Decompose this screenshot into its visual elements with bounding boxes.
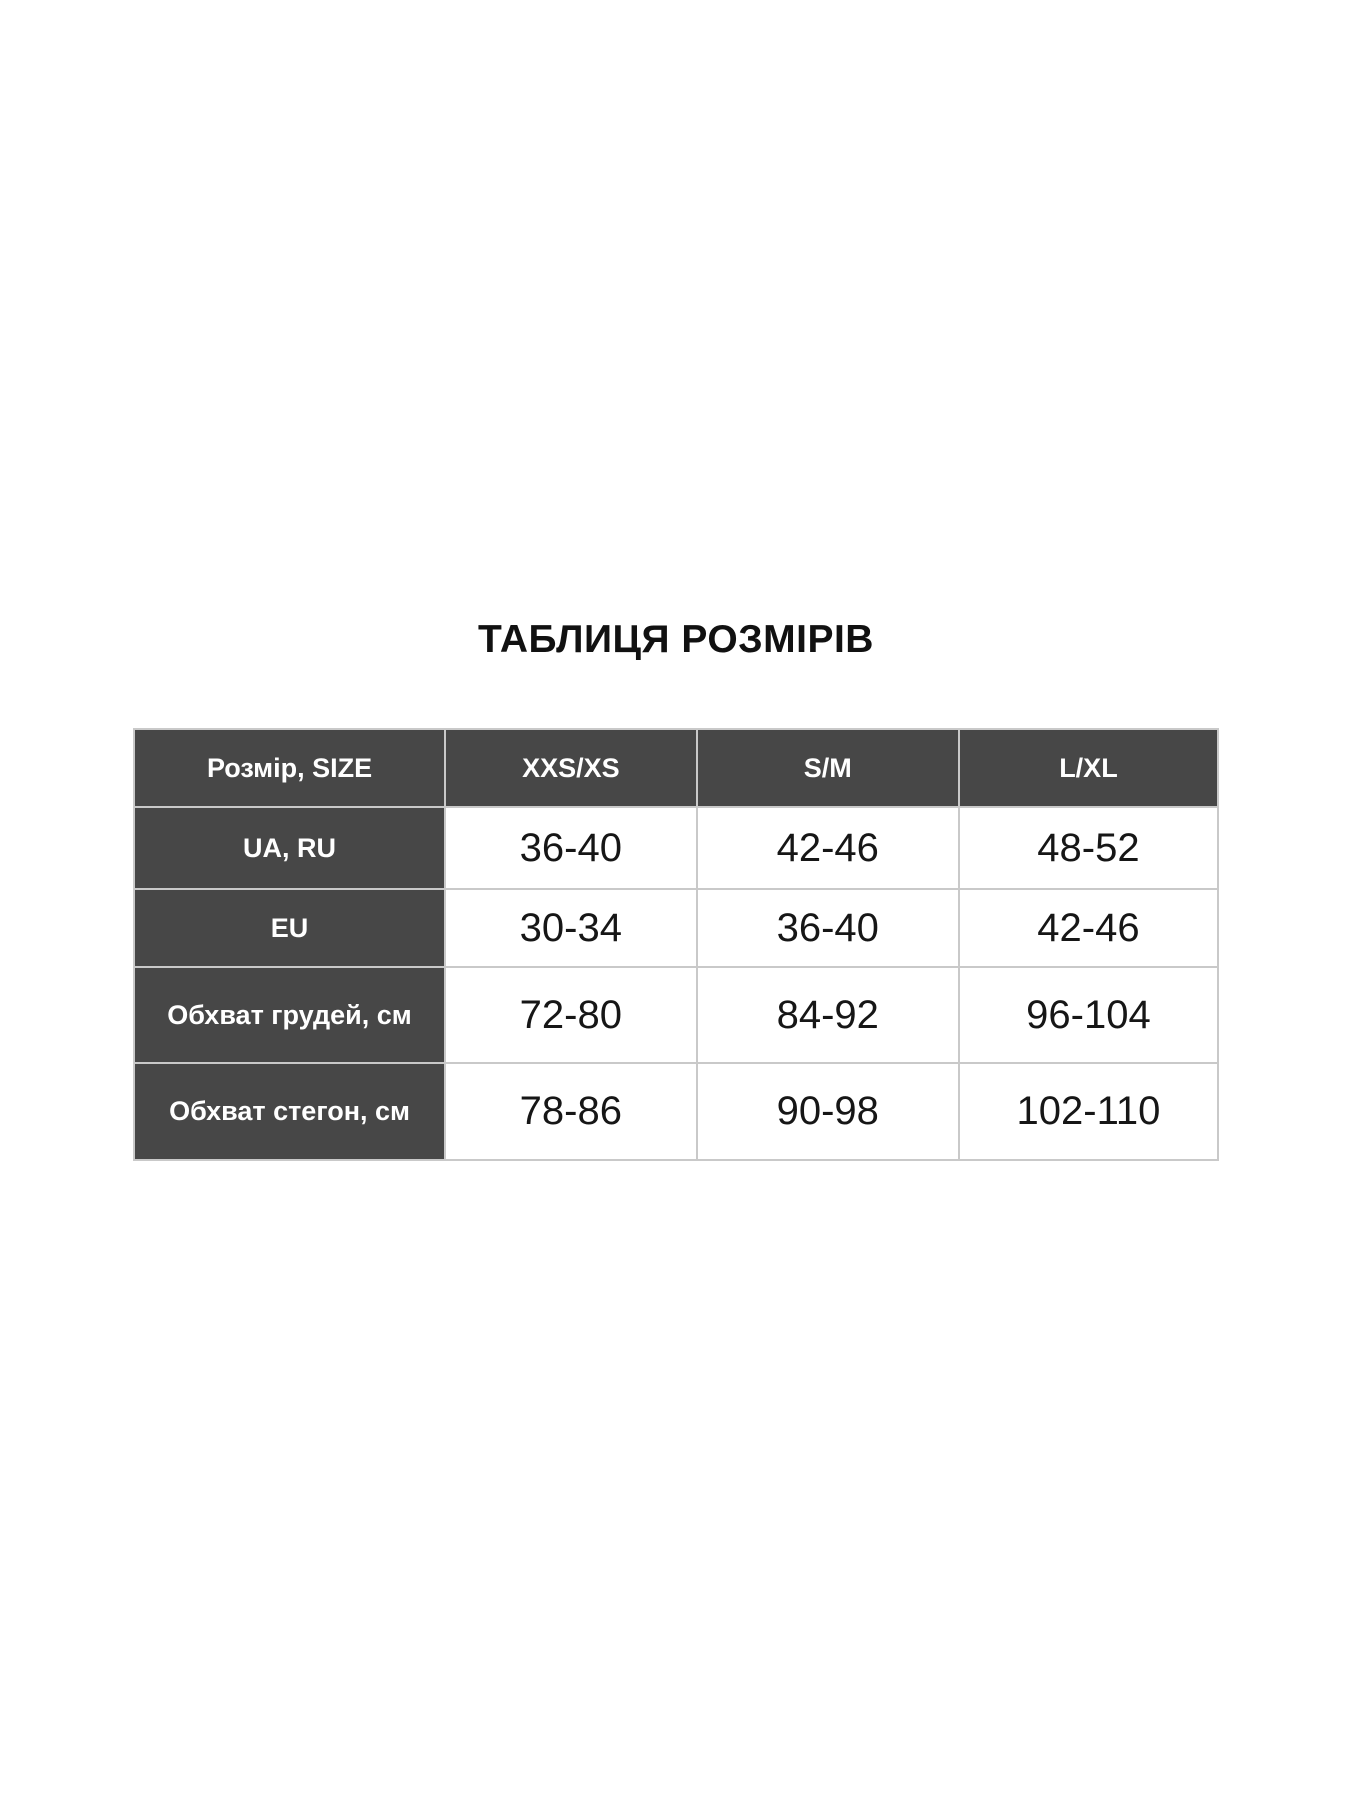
row-label: Обхват грудей, см: [132, 966, 447, 1064]
row-label: UA, RU: [132, 806, 447, 890]
row-label: Обхват стегон, см: [132, 1062, 447, 1161]
table-row-hips: Обхват стегон, см 78-86 90-98 102-110: [132, 1062, 1220, 1161]
table-row-eu: EU 30-34 36-40 42-46: [132, 888, 1220, 968]
header-cell-size: Розмір, SIZE: [132, 728, 447, 808]
header-cell-s-m: S/M: [695, 728, 960, 808]
table-cell: 42-46: [695, 806, 960, 890]
table-cell: 30-34: [444, 888, 698, 968]
size-table: Розмір, SIZE XXS/XS S/M L/XL UA, RU 36-4…: [132, 728, 1220, 1161]
table-row-ua-ru: UA, RU 36-40 42-46 48-52: [132, 806, 1220, 890]
table-cell: 90-98: [695, 1062, 960, 1161]
header-cell-xxs-xs: XXS/XS: [444, 728, 698, 808]
table-cell: 48-52: [957, 806, 1220, 890]
row-label: EU: [132, 888, 447, 968]
table-cell: 78-86: [444, 1062, 698, 1161]
header-row: Розмір, SIZE XXS/XS S/M L/XL: [132, 728, 1220, 808]
table-cell: 42-46: [957, 888, 1220, 968]
table-cell: 84-92: [695, 966, 960, 1064]
table-cell: 102-110: [957, 1062, 1220, 1161]
page-title: ТАБЛИЦЯ РОЗМІРІВ: [478, 618, 874, 661]
table-cell: 72-80: [444, 966, 698, 1064]
header-cell-l-xl: L/XL: [957, 728, 1220, 808]
table-cell: 96-104: [957, 966, 1220, 1064]
table-cell: 36-40: [444, 806, 698, 890]
table-row-chest: Обхват грудей, см 72-80 84-92 96-104: [132, 966, 1220, 1064]
table-cell: 36-40: [695, 888, 960, 968]
